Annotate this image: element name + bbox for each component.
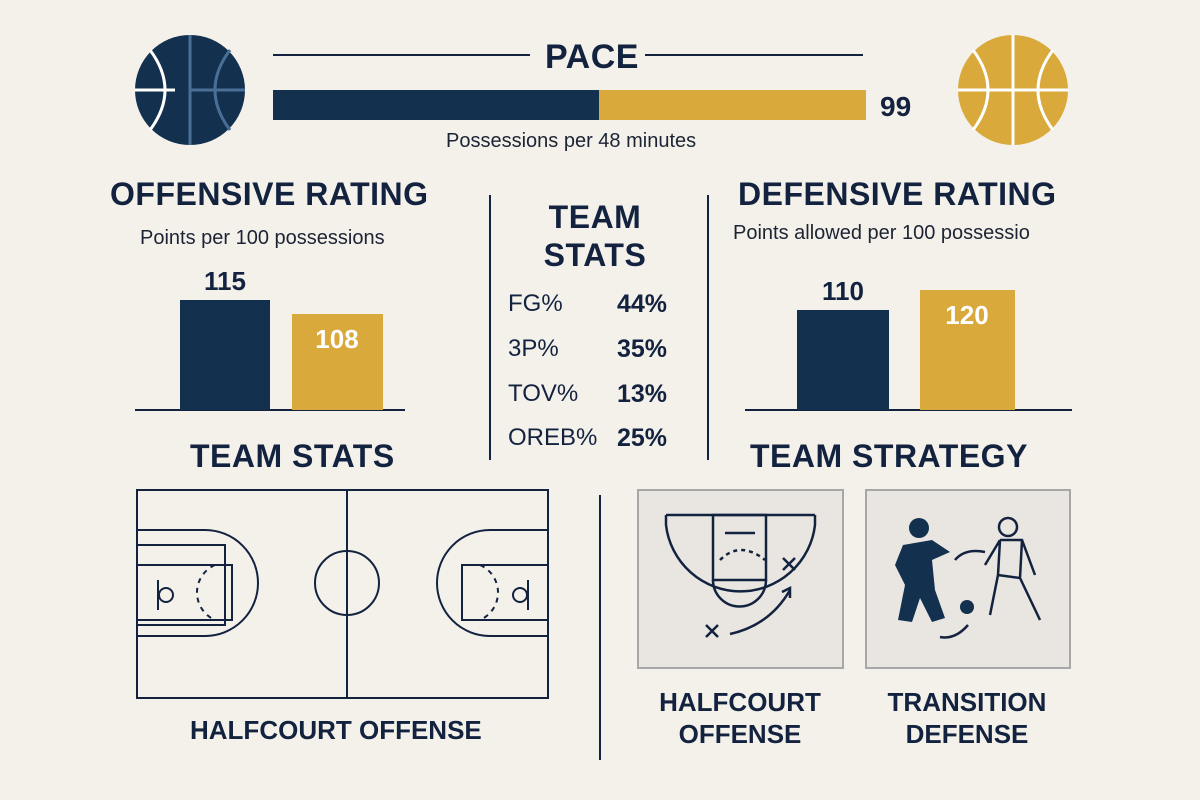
pace-title: PACE xyxy=(545,38,639,76)
team-stats-title-line1: TEAM xyxy=(548,199,642,235)
offense-value-navy: 115 xyxy=(204,266,246,296)
offense-bar-navy xyxy=(180,300,270,410)
stat-label: OREB% xyxy=(508,424,598,451)
team-strategy-heading: TEAM STRATEGY xyxy=(750,438,1028,474)
defense-title: DEFENSIVE RATING xyxy=(738,176,1057,212)
stat-value: 35% xyxy=(617,335,668,363)
stat-label: 3P% xyxy=(508,335,559,362)
pace-bar-navy xyxy=(273,90,600,120)
strategy-card-label: HALFCOURT OFFENSE xyxy=(640,686,840,750)
court-caption: HALFCOURT OFFENSE xyxy=(190,715,482,745)
stat-value: 44% xyxy=(617,290,668,318)
offense-title: OFFENSIVE RATING xyxy=(110,176,429,212)
label-line2: DEFENSE xyxy=(905,719,1029,749)
stat-label: FG% xyxy=(508,290,563,317)
offense-value-gold: 108 xyxy=(315,324,358,354)
label-line1: HALFCOURT xyxy=(659,687,821,717)
pace-value: 99 xyxy=(880,91,912,122)
team-stats-heading: TEAM STATS xyxy=(190,438,395,474)
offense-subtitle: Points per 100 possessions xyxy=(140,227,385,249)
offense-bar-gold xyxy=(292,314,383,410)
stat-value: 25% xyxy=(617,424,668,452)
team-stats-title: TEAM STATS xyxy=(500,198,690,274)
navy-basketball-icon xyxy=(135,35,245,145)
players-icon xyxy=(895,516,1042,639)
pace-bar-gold xyxy=(599,90,866,120)
play-diagram-icon xyxy=(664,513,817,638)
stat-label: TOV% xyxy=(508,380,579,407)
transition-defense-card xyxy=(865,489,1071,669)
defense-value-gold: 120 xyxy=(945,300,988,330)
pace-caption: Possessions per 48 minutes xyxy=(446,130,697,152)
defense-value-navy: 110 xyxy=(822,276,864,306)
defense-bar-gold xyxy=(920,290,1015,410)
label-line2: OFFENSE xyxy=(678,719,802,749)
gold-basketball-icon xyxy=(958,35,1068,145)
team-stats-title-line2: STATS xyxy=(543,237,647,273)
defense-subtitle: Points allowed per 100 possessio xyxy=(733,222,1030,244)
stat-value: 13% xyxy=(617,380,668,408)
label-line1: TRANSITION xyxy=(887,687,1047,717)
strategy-card-label: TRANSITION DEFENSE xyxy=(867,686,1067,750)
court-diagram xyxy=(136,489,549,699)
defense-bar-navy xyxy=(797,310,889,410)
